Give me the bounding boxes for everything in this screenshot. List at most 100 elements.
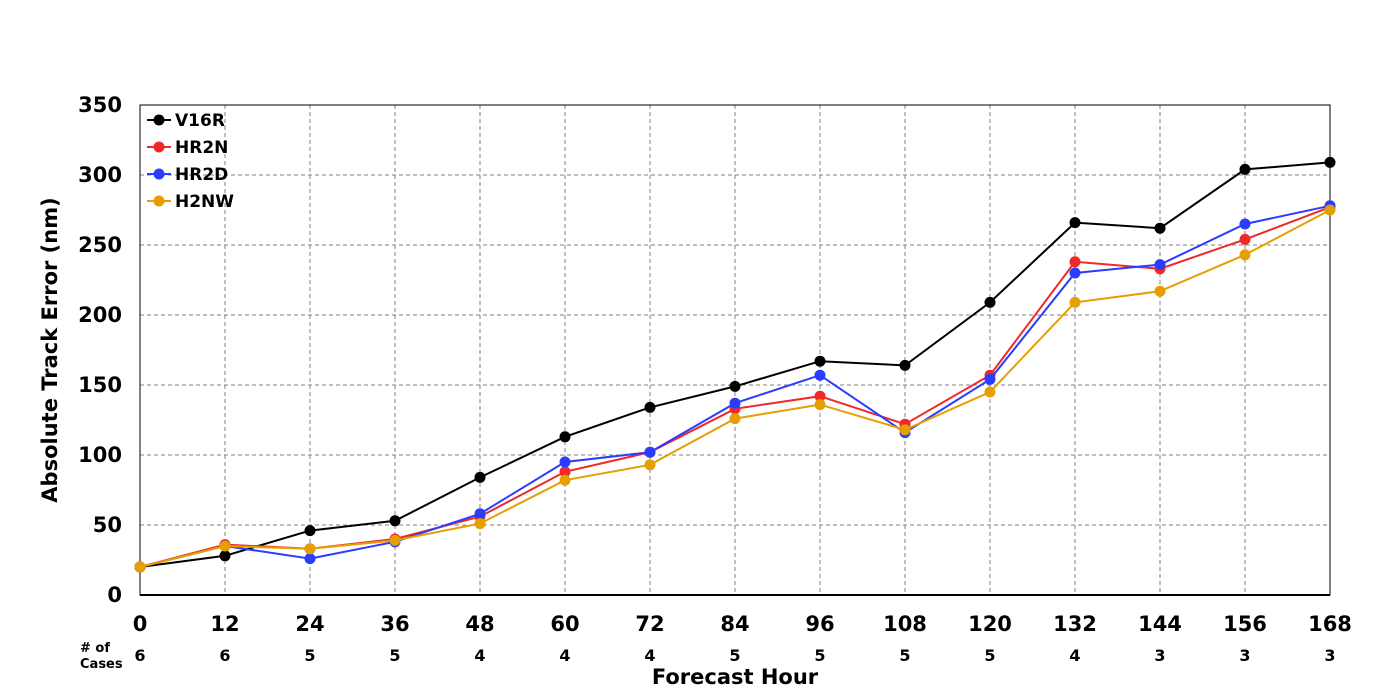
data-point xyxy=(814,355,826,367)
legend-swatch-marker xyxy=(153,114,165,126)
cases-count: 4 xyxy=(474,646,485,665)
legend-item-v16r: V16R xyxy=(147,111,225,131)
data-point xyxy=(1324,204,1336,216)
data-point xyxy=(729,397,741,409)
legend-item-h2nw: H2NW xyxy=(147,192,234,212)
data-point xyxy=(984,296,996,308)
series-h2nw xyxy=(134,204,1336,573)
cases-count: 5 xyxy=(814,646,825,665)
data-point xyxy=(1324,156,1336,168)
data-point xyxy=(1154,285,1166,297)
data-point xyxy=(1239,233,1251,245)
data-point xyxy=(474,471,486,483)
y-tick-label: 50 xyxy=(93,513,122,537)
data-point xyxy=(1239,218,1251,230)
data-point xyxy=(559,431,571,443)
y-tick-label: 350 xyxy=(78,93,122,117)
data-point xyxy=(389,515,401,527)
data-point xyxy=(814,390,826,402)
x-tick-label: 60 xyxy=(550,612,579,636)
y-tick-label: 0 xyxy=(107,583,122,607)
data-point xyxy=(559,456,571,468)
data-point xyxy=(729,413,741,425)
legend-item-hr2d: HR2D xyxy=(147,165,228,185)
data-point xyxy=(1154,222,1166,234)
x-tick-label: 144 xyxy=(1138,612,1182,636)
grid-lines xyxy=(140,105,1330,595)
data-point xyxy=(729,380,741,392)
data-point xyxy=(1239,249,1251,261)
data-point xyxy=(1069,267,1081,279)
data-point xyxy=(474,508,486,520)
x-tick-label: 0 xyxy=(133,612,148,636)
y-tick-label: 200 xyxy=(78,303,122,327)
cases-count: 5 xyxy=(304,646,315,665)
y-tick-label: 150 xyxy=(78,373,122,397)
cases-count: 3 xyxy=(1324,646,1335,665)
x-axis-title: Forecast Hour xyxy=(652,665,819,689)
cases-count: 6 xyxy=(219,646,230,665)
legend-label: HR2N xyxy=(175,138,228,158)
x-tick-label: 36 xyxy=(380,612,409,636)
series-layer xyxy=(134,156,1336,573)
y-tick-label: 100 xyxy=(78,443,122,467)
x-tick-label: 84 xyxy=(720,612,749,636)
y-tick-label: 250 xyxy=(78,233,122,257)
legend-label: HR2D xyxy=(175,165,228,185)
legend-label: V16R xyxy=(175,111,225,131)
data-point xyxy=(304,525,316,537)
x-tick-label: 48 xyxy=(465,612,494,636)
data-point xyxy=(814,369,826,381)
x-tick-labels: 0 12 24 36 48 60 72 84 96 108 120 132 144 156 168 xyxy=(133,612,1352,636)
data-point xyxy=(814,399,826,411)
y-axis-title: Absolute Track Error (nm) xyxy=(38,197,62,502)
data-point xyxy=(1069,296,1081,308)
y-tick-label: 300 xyxy=(78,163,122,187)
data-point xyxy=(304,553,316,565)
cases-count: 4 xyxy=(1069,646,1080,665)
x-tick-label: 108 xyxy=(883,612,927,636)
cases-count: 6 xyxy=(134,646,145,665)
cases-label: # of Cases xyxy=(80,641,123,672)
data-point xyxy=(389,534,401,546)
data-point xyxy=(559,474,571,486)
legend-label: H2NW xyxy=(175,192,234,212)
x-tick-label: 72 xyxy=(635,612,664,636)
x-tick-label: 24 xyxy=(295,612,324,636)
data-point xyxy=(644,446,656,458)
y-tick-labels: 0 50 100 150 200 250 300 350 xyxy=(78,93,122,607)
cases-count: 3 xyxy=(1239,646,1250,665)
data-point xyxy=(899,359,911,371)
data-point xyxy=(984,386,996,398)
cases-count: 5 xyxy=(899,646,910,665)
x-tick-label: 120 xyxy=(968,612,1012,636)
x-tick-label: 132 xyxy=(1053,612,1097,636)
cases-count: 4 xyxy=(559,646,570,665)
data-point xyxy=(134,561,146,573)
legend-swatch-marker xyxy=(153,168,165,180)
data-point xyxy=(1069,217,1081,229)
data-point xyxy=(219,550,231,562)
data-point xyxy=(899,424,911,436)
legend: V16R HR2N HR2D H2NW xyxy=(147,111,234,212)
data-point xyxy=(644,401,656,413)
data-point xyxy=(219,540,231,552)
cases-count: 5 xyxy=(729,646,740,665)
data-point xyxy=(1069,256,1081,268)
legend-item-hr2n: HR2N xyxy=(147,138,228,158)
x-tick-label: 156 xyxy=(1223,612,1267,636)
x-tick-label: 96 xyxy=(805,612,834,636)
x-tick-label: 168 xyxy=(1308,612,1352,636)
data-point xyxy=(644,459,656,471)
data-point xyxy=(1239,163,1251,175)
data-point xyxy=(304,543,316,555)
cases-row: 6 6 5 5 4 4 4 5 5 5 5 4 3 3 3 xyxy=(134,646,1335,665)
cases-count: 5 xyxy=(984,646,995,665)
data-point xyxy=(474,518,486,530)
data-point xyxy=(1154,259,1166,271)
cases-count: 5 xyxy=(389,646,400,665)
legend-swatch-marker xyxy=(153,141,165,153)
cases-count: 3 xyxy=(1154,646,1165,665)
x-tick-label: 12 xyxy=(210,612,239,636)
